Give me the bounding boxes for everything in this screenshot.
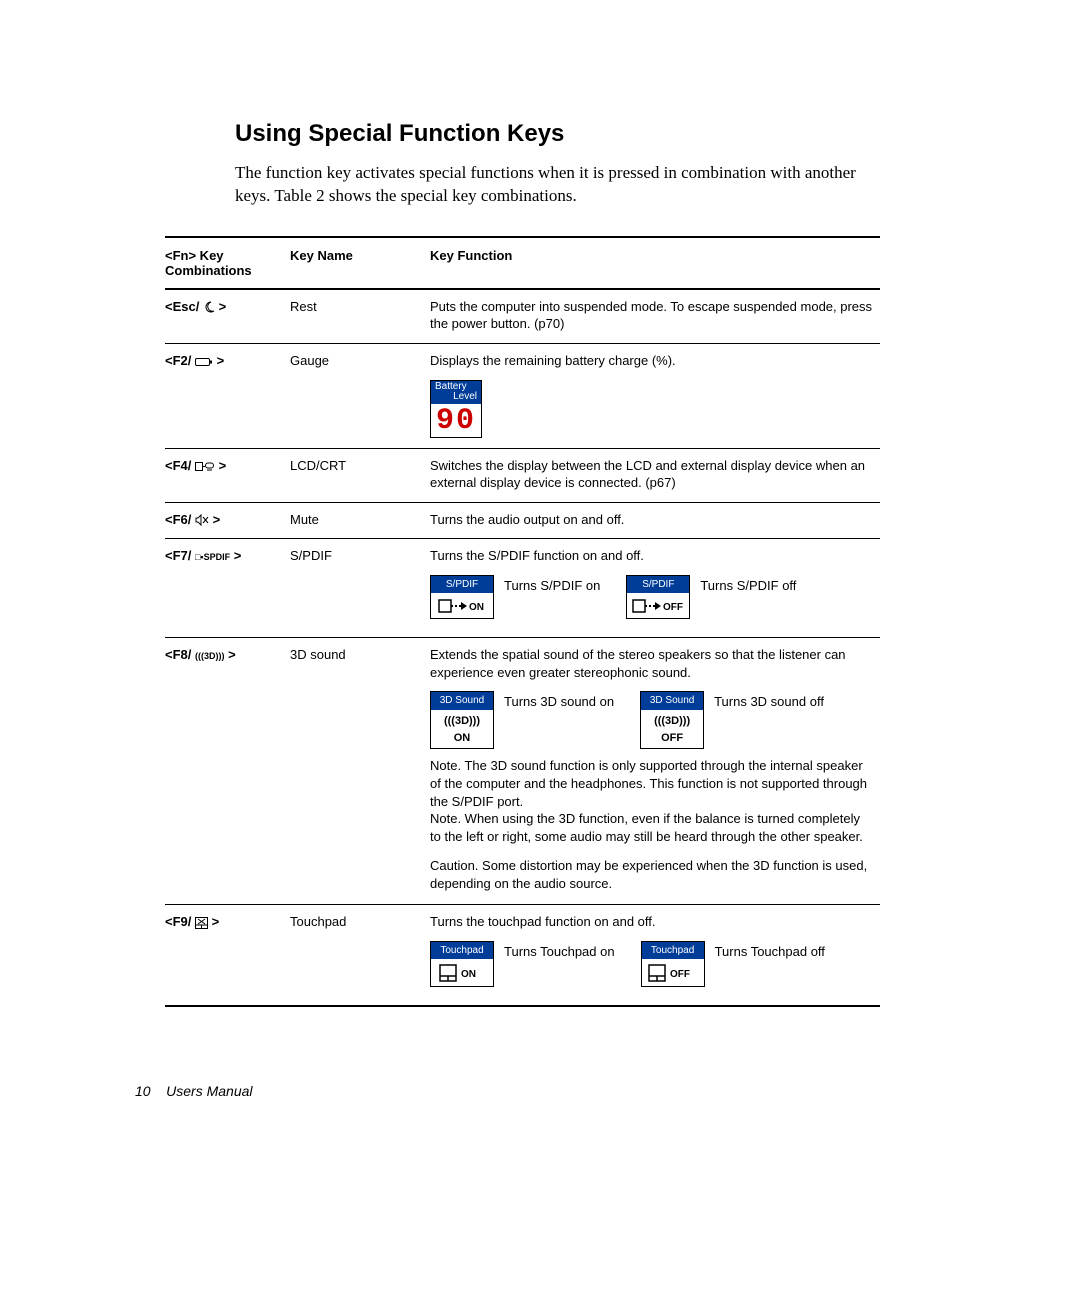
battery-icon: [195, 357, 213, 367]
key-name: S/PDIF: [290, 539, 430, 638]
key-function: Turns the touchpad function on and off. …: [430, 905, 880, 1007]
touchpad-off-osd: Touchpad OFF: [641, 941, 705, 988]
key-function: Extends the spatial sound of the stereo …: [430, 638, 880, 905]
key-combo: <F2/ >: [165, 343, 290, 448]
table-row: <F6/ > Mute Turns the audio output on an…: [165, 502, 880, 539]
key-combo: <F7/ □•SPDIF >: [165, 539, 290, 638]
state-label: Turns S/PDIF on: [504, 575, 600, 595]
touchpad-on-osd: Touchpad ON: [430, 941, 494, 988]
intro-text: The function key activates special funct…: [235, 162, 880, 208]
key-function: Switches the display between the LCD and…: [430, 448, 880, 502]
state-label: Turns Touchpad on: [504, 941, 615, 961]
key-name: Mute: [290, 502, 430, 539]
spdif-icon: □•SPDIF: [195, 551, 230, 563]
col-header-combinations: <Fn> Key Combinations: [165, 237, 290, 289]
key-function: Turns the audio output on and off.: [430, 502, 880, 539]
col-header-name: Key Name: [290, 237, 430, 289]
table-row: <F7/ □•SPDIF > S/PDIF Turns the S/PDIF f…: [165, 539, 880, 638]
table-row: <Esc/ > Rest Puts the computer into susp…: [165, 289, 880, 344]
key-combo: <F4/ >: [165, 448, 290, 502]
state-label: Turns 3D sound on: [504, 691, 614, 711]
state-label: Turns 3D sound off: [714, 691, 824, 711]
page-title: Using Special Function Keys: [235, 120, 880, 148]
page-footer: 10 Users Manual: [135, 1083, 253, 1099]
battery-osd: Battery Level 90: [430, 380, 482, 438]
key-name: LCD/CRT: [290, 448, 430, 502]
fn-keys-table: <Fn> Key Combinations Key Name Key Funct…: [165, 236, 880, 1007]
lcd-crt-icon: [195, 461, 215, 472]
touchpad-off-icon: OFF: [646, 963, 700, 983]
3d-on-osd: 3D Sound (((3D))) ON: [430, 691, 494, 749]
3d-off-osd: 3D Sound (((3D))) OFF: [640, 691, 704, 749]
key-name: Gauge: [290, 343, 430, 448]
key-combo: <F6/ >: [165, 502, 290, 539]
spdif-off-osd: S/PDIF OFF: [626, 575, 690, 620]
key-function: Puts the computer into suspended mode. T…: [430, 289, 880, 344]
battery-value: 90: [431, 404, 481, 437]
svg-text:ON: ON: [469, 602, 484, 613]
table-row: <F2/ > Gauge Displays the remaining batt…: [165, 343, 880, 448]
caution-text: Caution. Some distortion may be experien…: [430, 857, 874, 892]
key-name: Touchpad: [290, 905, 430, 1007]
table-row: <F8/ (((3D))) > 3D sound Extends the spa…: [165, 638, 880, 905]
state-label: Turns Touchpad off: [715, 941, 825, 961]
3d-sound-icon: (((3D))): [195, 650, 225, 662]
table-row: <F9/ > Touchpad Turns the touchpad funct…: [165, 905, 880, 1007]
spdif-on-osd: S/PDIF ON: [430, 575, 494, 620]
state-label: Turns S/PDIF off: [700, 575, 796, 595]
optical-on-icon: ON: [437, 597, 487, 615]
key-combo: <F8/ (((3D))) >: [165, 638, 290, 905]
svg-text:OFF: OFF: [670, 969, 690, 980]
key-name: Rest: [290, 289, 430, 344]
mute-icon: [195, 514, 209, 526]
key-function: Turns the S/PDIF function on and off. S/…: [430, 539, 880, 638]
key-combo: <F9/ >: [165, 905, 290, 1007]
3d-glyph: (((3D))): [444, 714, 480, 729]
key-combo: <Esc/ >: [165, 289, 290, 344]
key-function: Displays the remaining battery charge (%…: [430, 343, 880, 448]
touchpad-icon: [195, 917, 208, 929]
3d-glyph: (((3D))): [654, 714, 690, 729]
moon-icon: [203, 301, 215, 313]
note-text: Note. The 3D sound function is only supp…: [430, 757, 874, 845]
table-row: <F4/ > LCD/CRT Switches the display betw…: [165, 448, 880, 502]
touchpad-on-icon: ON: [437, 963, 487, 983]
key-name: 3D sound: [290, 638, 430, 905]
svg-text:ON: ON: [461, 969, 476, 980]
optical-off-icon: OFF: [631, 597, 685, 615]
svg-text:OFF: OFF: [663, 602, 683, 613]
col-header-function: Key Function: [430, 237, 880, 289]
